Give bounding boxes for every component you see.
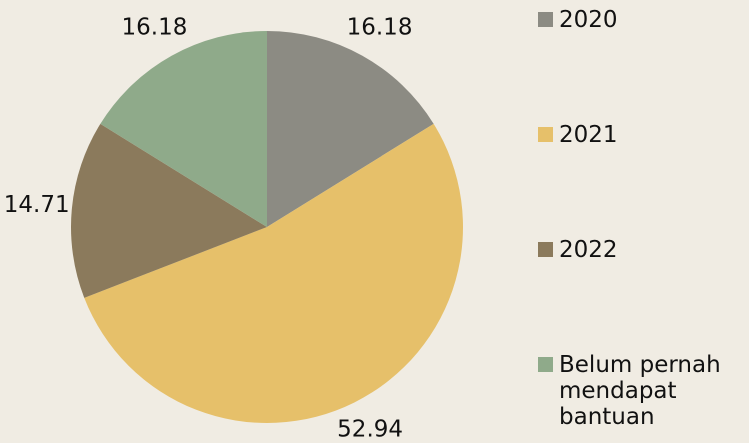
legend-item: 2020 [538, 7, 743, 33]
legend-swatch [538, 12, 553, 27]
legend-label: Belum pernah mendapat bantuan [559, 352, 721, 430]
legend-swatch [538, 242, 553, 257]
data-label: 16.18 [347, 15, 413, 41]
legend-swatch [538, 357, 553, 372]
data-label: 14.71 [4, 192, 70, 218]
data-label: 16.18 [122, 15, 188, 41]
legend-swatch [538, 127, 553, 142]
legend-item: 2022 [538, 237, 743, 263]
pie-slice [100, 30, 267, 227]
pie-slice [70, 123, 267, 298]
legend-label: 2022 [559, 237, 618, 263]
legend-item: 2021 [538, 122, 743, 148]
legend-label: 2020 [559, 7, 618, 33]
pie-slice [84, 123, 464, 424]
pie-slice [267, 31, 434, 227]
legend-label: 2021 [559, 122, 618, 148]
legend-item: Belum pernah mendapat bantuan [538, 352, 743, 430]
data-label: 52.94 [337, 417, 403, 443]
